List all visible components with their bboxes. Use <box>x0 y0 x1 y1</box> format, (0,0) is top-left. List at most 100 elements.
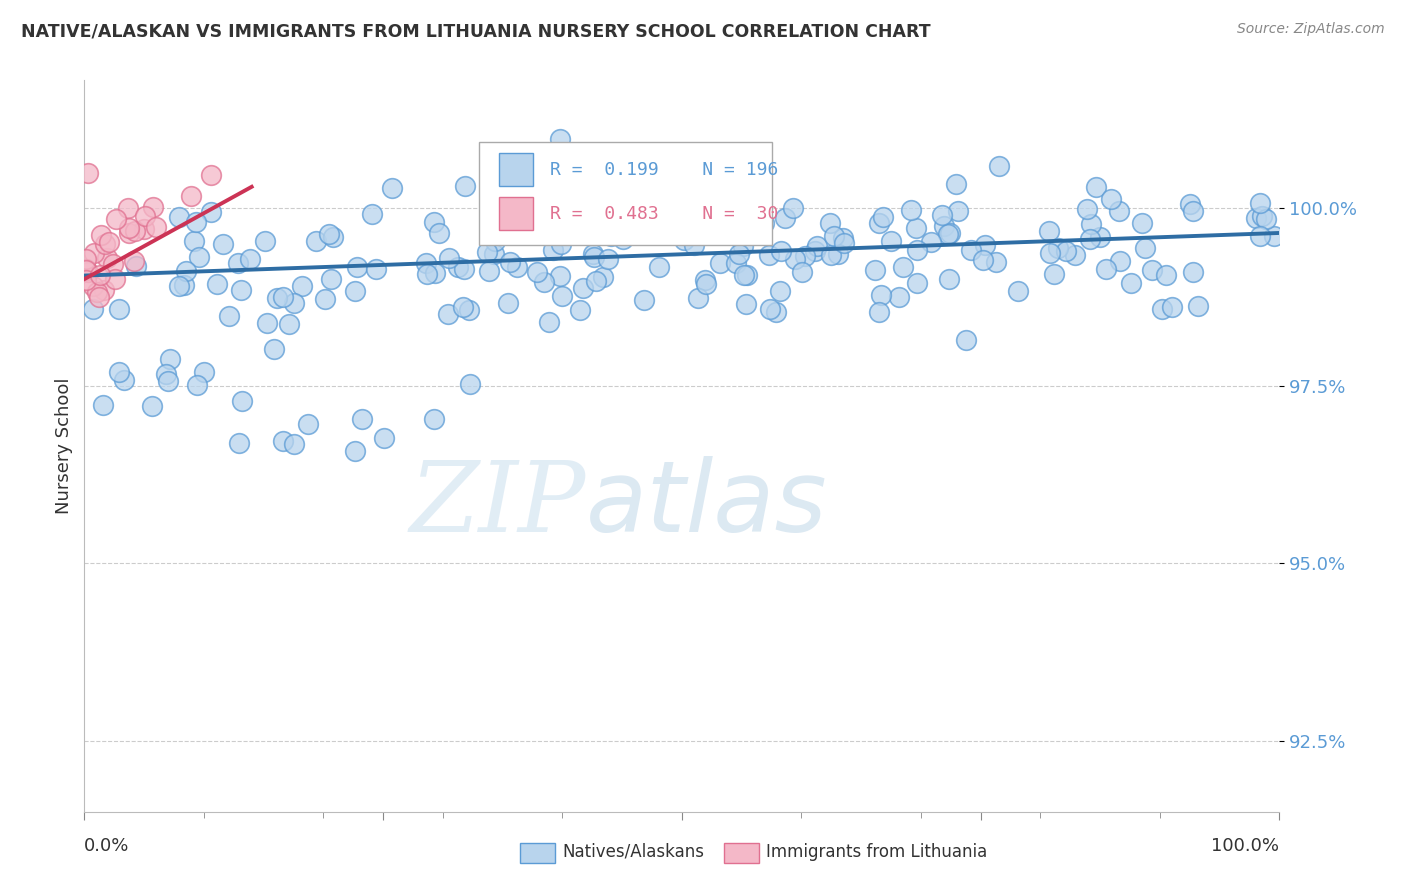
Point <box>686 291 709 305</box>
Point <box>77 165 100 179</box>
Point <box>754 216 776 230</box>
Point <box>211 237 233 252</box>
Point <box>724 256 747 270</box>
Point <box>484 246 506 260</box>
Point <box>159 352 181 367</box>
Point <box>344 285 367 299</box>
Point <box>157 374 180 388</box>
Point <box>734 297 756 311</box>
Point <box>104 211 127 226</box>
Point <box>167 211 190 225</box>
Point <box>266 291 288 305</box>
Point <box>82 278 104 293</box>
Point <box>1085 179 1108 194</box>
Point <box>141 399 163 413</box>
Point <box>75 252 97 266</box>
Point <box>759 301 782 316</box>
Point <box>496 296 519 310</box>
Point <box>664 217 686 231</box>
Point <box>381 181 404 195</box>
Point <box>984 255 1007 269</box>
Point <box>945 177 967 191</box>
Point <box>905 243 928 257</box>
Point <box>183 234 205 248</box>
Point <box>117 201 139 215</box>
Point <box>934 219 956 233</box>
Point <box>132 222 155 236</box>
Point <box>446 260 468 274</box>
Point <box>427 226 450 240</box>
Point <box>820 248 842 262</box>
Point <box>180 189 202 203</box>
Point <box>271 290 294 304</box>
Point <box>499 254 522 268</box>
Point <box>696 194 718 208</box>
Point <box>920 235 942 250</box>
Point <box>1119 276 1142 290</box>
Point <box>122 254 145 268</box>
Point <box>239 252 262 266</box>
Point <box>321 230 343 244</box>
Point <box>1108 254 1130 268</box>
Point <box>592 269 614 284</box>
Point <box>187 250 209 264</box>
Point <box>361 207 384 221</box>
Point <box>733 238 755 252</box>
Point <box>955 334 977 348</box>
Point <box>125 259 148 273</box>
Point <box>112 373 135 387</box>
Point <box>823 228 845 243</box>
Point <box>373 430 395 444</box>
Point <box>946 204 969 219</box>
Point <box>569 302 592 317</box>
Point <box>482 213 505 227</box>
Point <box>1156 268 1178 283</box>
Point <box>124 224 146 238</box>
Point <box>75 262 97 277</box>
Point <box>155 367 177 381</box>
Point <box>571 281 593 295</box>
Point <box>987 160 1010 174</box>
Point <box>868 305 890 319</box>
FancyBboxPatch shape <box>499 197 533 230</box>
Point <box>834 235 856 250</box>
Point <box>538 314 561 328</box>
Point <box>423 412 446 426</box>
Point <box>709 227 731 241</box>
Point <box>200 205 222 219</box>
Point <box>346 260 368 274</box>
Point <box>620 192 643 206</box>
Point <box>1249 196 1271 211</box>
Point <box>972 252 994 267</box>
Point <box>283 295 305 310</box>
Point <box>1039 246 1062 260</box>
Point <box>1181 204 1204 219</box>
Point <box>134 210 156 224</box>
Point <box>364 262 387 277</box>
Point <box>794 249 817 263</box>
FancyBboxPatch shape <box>479 143 772 244</box>
Point <box>184 215 207 229</box>
Point <box>792 265 814 279</box>
Point <box>782 201 804 215</box>
Point <box>423 215 446 229</box>
Point <box>319 272 342 286</box>
Point <box>931 208 953 222</box>
Point <box>271 434 294 448</box>
Point <box>1108 204 1130 219</box>
Point <box>831 231 853 245</box>
Text: R =  0.199    N = 196: R = 0.199 N = 196 <box>551 161 779 179</box>
Point <box>872 210 894 224</box>
Point <box>82 302 104 317</box>
Point <box>1178 196 1201 211</box>
Point <box>94 236 117 251</box>
Point <box>89 268 111 282</box>
Point <box>93 283 115 297</box>
Point <box>651 210 673 224</box>
Point <box>960 243 983 257</box>
Point <box>891 260 914 274</box>
Point <box>533 275 555 289</box>
Point <box>938 272 960 286</box>
Point <box>769 244 792 259</box>
Point <box>1078 232 1101 246</box>
